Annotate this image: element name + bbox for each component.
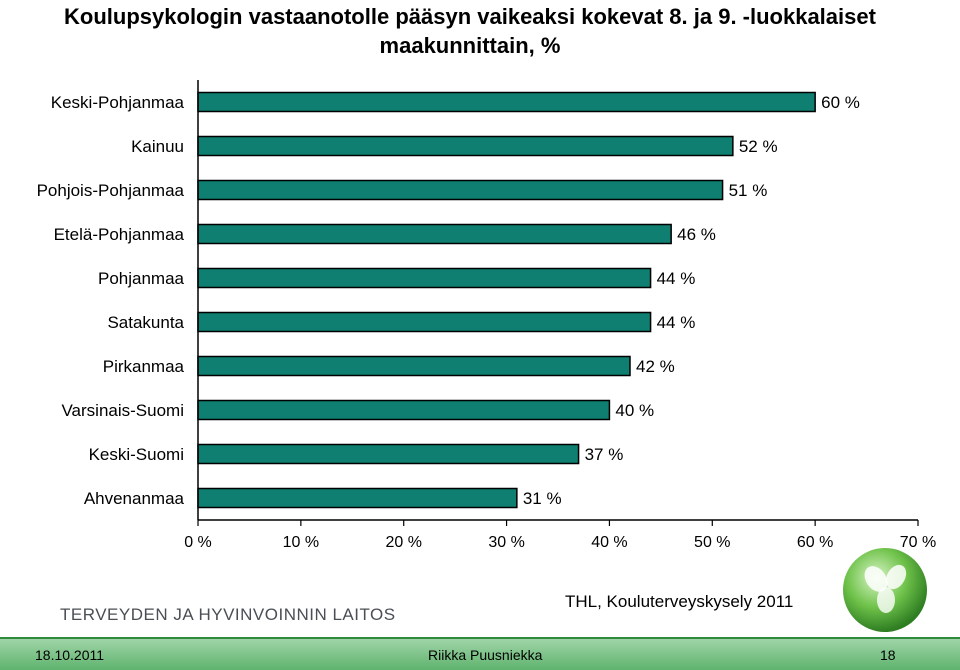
footer-bar: 18.10.2011 Riikka Puusniekka 18	[0, 637, 960, 670]
data-label: 44 %	[657, 269, 696, 288]
data-label: 42 %	[636, 357, 675, 376]
x-tick-label: 60 %	[797, 534, 833, 551]
leaf-orb-icon	[843, 548, 927, 632]
bar	[197, 135, 734, 157]
x-tick-label: 10 %	[283, 534, 319, 551]
chart-title: Koulupsykologin vastaanotolle pääsyn vai…	[64, 4, 876, 58]
footer-date: 18.10.2011	[35, 647, 105, 663]
data-label: 44 %	[657, 313, 696, 332]
category-label: Etelä-Pohjanmaa	[54, 225, 185, 244]
bar	[197, 443, 580, 465]
data-label: 37 %	[585, 445, 624, 464]
category-label: Pirkanmaa	[103, 357, 185, 376]
data-label: 46 %	[677, 225, 716, 244]
bar	[197, 91, 816, 113]
x-tick-label: 50 %	[694, 534, 730, 551]
source-note: THL, Kouluterveyskysely 2011	[565, 592, 794, 611]
category-label: Ahvenanmaa	[84, 489, 185, 508]
category-label: Satakunta	[107, 313, 184, 332]
bar	[197, 267, 652, 289]
x-tick-label: 0 %	[184, 534, 212, 551]
x-tick-label: 30 %	[488, 534, 524, 551]
x-tick-label: 20 %	[385, 534, 421, 551]
category-label: Keski-Pohjanmaa	[51, 93, 185, 112]
footer-page-number: 18	[880, 647, 896, 663]
bar	[197, 311, 652, 333]
bar	[197, 179, 724, 201]
category-label: Varsinais-Suomi	[61, 401, 184, 420]
data-label: 52 %	[739, 137, 778, 156]
bar	[197, 399, 611, 421]
x-tick-label: 70 %	[900, 534, 936, 551]
data-label: 60 %	[821, 93, 860, 112]
category-label: Keski-Suomi	[89, 445, 184, 464]
bar	[197, 223, 672, 245]
org-logo-text: TERVEYDEN JA HYVINVOINNIN LAITOS	[60, 605, 396, 624]
category-label: Pohjois-Pohjanmaa	[37, 181, 185, 200]
category-label: Kainuu	[131, 137, 184, 156]
bar	[197, 355, 631, 377]
data-label: 40 %	[615, 401, 654, 420]
bar	[197, 487, 518, 509]
bar-chart: Keski-Pohjanmaa 60 % Kainuu 52 % Pohjois-Poh…	[37, 80, 936, 551]
category-label: Pohjanmaa	[98, 269, 185, 288]
footer-author: Riikka Puusniekka	[428, 647, 543, 663]
data-label: 31 %	[523, 489, 562, 508]
data-label: 51 %	[729, 181, 768, 200]
x-tick-label: 40 %	[591, 534, 627, 551]
